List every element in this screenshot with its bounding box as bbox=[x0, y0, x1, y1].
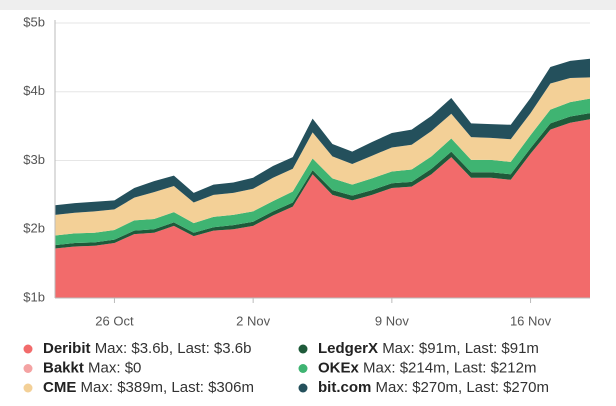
legend-name: OKEx bbox=[318, 359, 360, 376]
y-tick-label: $2b bbox=[23, 221, 45, 236]
x-tick-label: 26 Oct bbox=[95, 313, 134, 328]
legend-name: Bakkt bbox=[43, 359, 84, 376]
legend-entry: bit.com Max: $270m, Last: $270m bbox=[318, 379, 549, 396]
area bbox=[55, 119, 590, 298]
x-tick-label: 9 Nov bbox=[375, 313, 409, 328]
legend-swatch bbox=[298, 364, 308, 373]
header-strip bbox=[0, 0, 616, 10]
y-tick-label: $3b bbox=[23, 152, 45, 167]
legend-name: LedgerX bbox=[318, 340, 378, 357]
legend-swatch bbox=[23, 364, 33, 373]
y-tick-label: $5b bbox=[23, 14, 45, 29]
legend-stats: Max: $270m, Last: $270m bbox=[376, 379, 549, 396]
legend-stats: Max: $3.6b, Last: $3.6b bbox=[95, 340, 252, 357]
legend-stats: Max: $389m, Last: $306m bbox=[81, 379, 254, 396]
legend-stats: Max: $91m, Last: $91m bbox=[382, 340, 539, 357]
x-tick-label: 16 Nov bbox=[510, 313, 552, 328]
y-tick-label: $4b bbox=[23, 83, 45, 98]
legend-entry: Deribit Max: $3.6b, Last: $3.6b bbox=[43, 340, 251, 357]
area bbox=[55, 77, 590, 236]
legend-swatch bbox=[23, 344, 33, 354]
legend-entry: Bakkt Max: $0 bbox=[43, 359, 141, 376]
legend-entry: CME Max: $389m, Last: $306m bbox=[43, 379, 254, 396]
x-tick-label: 2 Nov bbox=[236, 313, 270, 328]
area bbox=[55, 98, 590, 246]
legend-swatch bbox=[298, 344, 308, 354]
legend-name: bit.com bbox=[318, 379, 371, 396]
legend-stats: Max: $0 bbox=[88, 359, 141, 376]
y-tick-label: $1b bbox=[23, 289, 45, 304]
legend-name: CME bbox=[43, 379, 76, 396]
plot-areas bbox=[55, 58, 590, 298]
legend-swatch bbox=[23, 383, 33, 393]
legend-name: Deribit bbox=[43, 340, 91, 357]
area bbox=[55, 58, 590, 215]
legend-stats: Max: $214m, Last: $212m bbox=[363, 359, 536, 376]
legend-entry: LedgerX Max: $91m, Last: $91m bbox=[318, 340, 539, 357]
area bbox=[55, 113, 590, 249]
legend-swatch bbox=[298, 383, 308, 393]
legend-entry: OKEx Max: $214m, Last: $212m bbox=[318, 359, 536, 376]
